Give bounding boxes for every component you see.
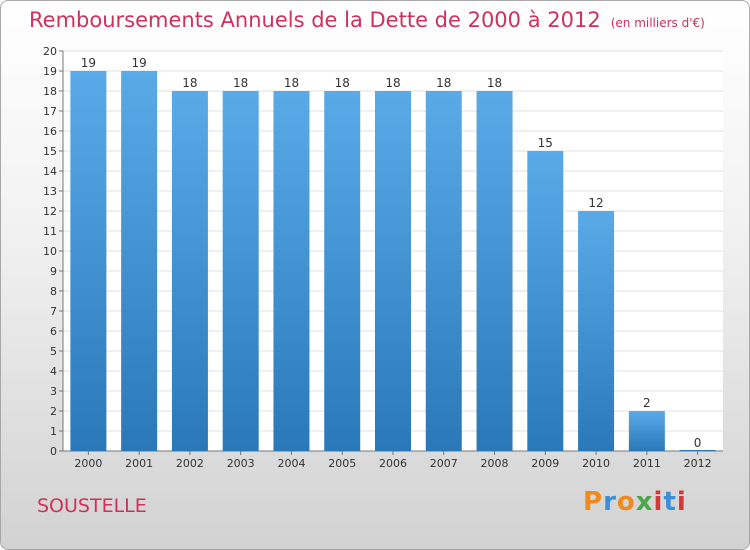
logo-letter: i xyxy=(653,487,664,517)
bar xyxy=(273,91,310,451)
y-tick-label: 15 xyxy=(43,145,57,158)
y-tick-label: 11 xyxy=(43,225,57,238)
x-tick-label: 2005 xyxy=(328,457,356,470)
y-tick-label: 19 xyxy=(43,65,57,78)
bar-value-label: 2 xyxy=(643,396,651,410)
bar xyxy=(476,91,513,451)
x-tick-label: 2008 xyxy=(481,457,509,470)
logo-letter: t xyxy=(663,487,677,517)
chart-title-text: Remboursements Annuels de la Dette de 20… xyxy=(29,8,601,32)
logo-letter: x xyxy=(635,487,654,517)
bar xyxy=(171,91,208,451)
bar xyxy=(70,71,107,451)
y-tick-label: 17 xyxy=(43,105,57,118)
x-tick-label: 2009 xyxy=(531,457,559,470)
bar xyxy=(628,411,665,451)
bar-value-label: 18 xyxy=(233,76,248,90)
logo-letter: r xyxy=(603,487,617,517)
y-tick-label: 3 xyxy=(50,385,57,398)
x-tick-label: 2012 xyxy=(684,457,712,470)
y-tick-label: 1 xyxy=(50,425,57,438)
bar xyxy=(324,91,361,451)
bar-value-label: 18 xyxy=(335,76,350,90)
bar xyxy=(527,151,564,451)
bar-value-label: 0 xyxy=(694,436,702,450)
x-tick-label: 2004 xyxy=(277,457,305,470)
y-tick-label: 16 xyxy=(43,125,57,138)
x-tick-label: 2006 xyxy=(379,457,407,470)
x-tick-label: 2007 xyxy=(430,457,458,470)
x-tick-label: 2000 xyxy=(74,457,102,470)
y-tick-label: 2 xyxy=(50,405,57,418)
y-tick-label: 8 xyxy=(50,285,57,298)
y-tick-label: 20 xyxy=(43,45,57,58)
chart-unit-note: (en milliers d'€) xyxy=(610,16,705,30)
x-tick-label: 2011 xyxy=(633,457,661,470)
y-tick-label: 13 xyxy=(43,185,57,198)
x-tick-label: 2002 xyxy=(176,457,204,470)
x-tick-label: 2001 xyxy=(125,457,153,470)
bar-value-label: 18 xyxy=(182,76,197,90)
bar xyxy=(222,91,259,451)
bar xyxy=(121,71,158,451)
y-tick-label: 7 xyxy=(50,305,57,318)
x-tick-label: 2003 xyxy=(227,457,255,470)
chart-title: Remboursements Annuels de la Dette de 20… xyxy=(29,8,705,32)
logo-letter: P xyxy=(583,487,604,517)
y-tick-label: 18 xyxy=(43,85,57,98)
bar-value-label: 18 xyxy=(284,76,299,90)
y-tick-label: 6 xyxy=(50,325,57,338)
bar xyxy=(679,450,716,451)
bar xyxy=(425,91,462,451)
bar-value-label: 12 xyxy=(588,196,603,210)
bar-value-label: 18 xyxy=(436,76,451,90)
place-name: SOUSTELLE xyxy=(37,495,147,517)
y-tick-label: 4 xyxy=(50,365,57,378)
bar-value-label: 19 xyxy=(81,56,96,70)
bar-value-label: 19 xyxy=(132,56,147,70)
y-tick-label: 5 xyxy=(50,345,57,358)
x-tick-label: 2010 xyxy=(582,457,610,470)
proxiti-logo: Proxiti xyxy=(583,487,687,517)
bar-value-label: 15 xyxy=(538,136,553,150)
logo-letter: i xyxy=(676,487,687,517)
y-tick-label: 9 xyxy=(50,265,57,278)
y-tick-label: 14 xyxy=(43,165,57,178)
bar xyxy=(375,91,411,451)
y-tick-label: 10 xyxy=(43,245,57,258)
bar-value-label: 18 xyxy=(385,76,400,90)
y-tick-label: 0 xyxy=(50,445,57,458)
logo-letter: o xyxy=(616,487,636,517)
bar-value-label: 18 xyxy=(487,76,502,90)
bar xyxy=(578,211,615,451)
y-tick-label: 12 xyxy=(43,205,57,218)
